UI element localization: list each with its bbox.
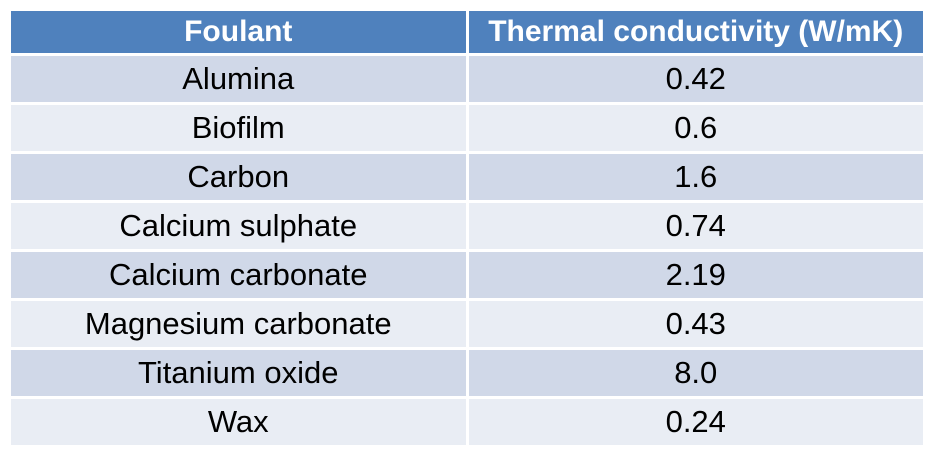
conductivity-cell: 2.19 — [465, 249, 926, 301]
table-row: Titanium oxide 8.0 — [8, 347, 926, 399]
conductivity-cell: 0.24 — [465, 396, 926, 448]
foulant-cell: Carbon — [8, 151, 469, 203]
foulant-cell: Alumina — [8, 53, 469, 105]
table-row: Carbon 1.6 — [8, 151, 926, 203]
foulant-cell: Calcium carbonate — [8, 249, 469, 301]
conductivity-cell: 8.0 — [465, 347, 926, 399]
column-header-foulant: Foulant — [8, 8, 469, 56]
conductivity-cell: 0.6 — [465, 102, 926, 154]
foulant-cell: Biofilm — [8, 102, 469, 154]
conductivity-cell: 0.74 — [465, 200, 926, 252]
header-row: Foulant Thermal conductivity (W/mK) — [8, 8, 926, 56]
table-row: Wax 0.24 — [8, 396, 926, 448]
conductivity-cell: 1.6 — [465, 151, 926, 203]
foulant-cell: Calcium sulphate — [8, 200, 469, 252]
conductivity-cell: 0.42 — [465, 53, 926, 105]
table-row: Biofilm 0.6 — [8, 102, 926, 154]
column-header-thermal-conductivity: Thermal conductivity (W/mK) — [465, 8, 926, 56]
foulant-cell: Titanium oxide — [8, 347, 469, 399]
foulant-conductivity-table: Foulant Thermal conductivity (W/mK) Alum… — [8, 8, 926, 448]
foulant-cell: Magnesium carbonate — [8, 298, 469, 350]
conductivity-cell: 0.43 — [465, 298, 926, 350]
table-row: Calcium sulphate 0.74 — [8, 200, 926, 252]
table-row: Calcium carbonate 2.19 — [8, 249, 926, 301]
table-row: Magnesium carbonate 0.43 — [8, 298, 926, 350]
table-row: Alumina 0.42 — [8, 53, 926, 105]
foulant-cell: Wax — [8, 396, 469, 448]
